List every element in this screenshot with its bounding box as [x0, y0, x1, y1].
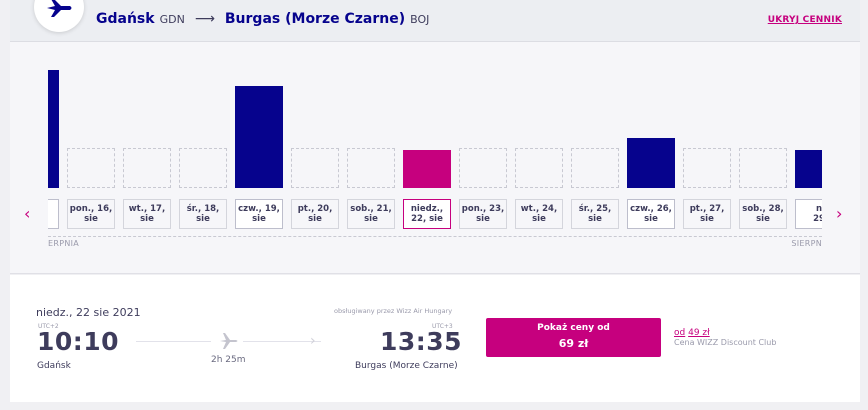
calendar-day-button[interactable]: pt., 20, sie	[291, 199, 339, 229]
calendar-day-label: pt., 20,	[297, 204, 333, 214]
price-bar-empty[interactable]	[123, 148, 171, 188]
calendar-day-label: wt., 24,	[520, 204, 558, 214]
price-bar-empty[interactable]	[347, 148, 395, 188]
origin-city: Gdańsk	[96, 11, 155, 27]
price-bar[interactable]	[795, 150, 822, 188]
departure-city: Gdańsk	[37, 361, 71, 371]
arrival-timezone: UTC+3	[432, 323, 453, 330]
plane-icon	[220, 333, 238, 349]
route-line-right	[243, 341, 321, 342]
calendar-day-label: śr., 18,	[186, 204, 220, 214]
discount-club-price[interactable]: od 49 zł	[674, 328, 710, 338]
price-bar-selected[interactable]	[403, 150, 451, 188]
destination-city: Burgas (Morze Czarne)	[224, 11, 406, 27]
calendar-day-label: n	[815, 204, 822, 214]
flight-date: niedz., 22 sie 2021	[36, 306, 141, 319]
arrival-time: 13:35	[380, 327, 463, 356]
calendar-day-label: wt., 17,	[128, 204, 166, 214]
calendar-prev-arrow-icon[interactable]: ‹	[24, 204, 31, 223]
price-bar-empty[interactable]	[179, 148, 227, 188]
calendar-day-button[interactable]: pt., 27, sie	[683, 199, 731, 229]
calendar-day-button[interactable]: wt., 24, sie	[515, 199, 563, 229]
discount-club-amount: 49 zł	[688, 328, 710, 338]
show-prices-value: 69 zł	[558, 337, 589, 350]
plane-logo-icon	[47, 0, 72, 17]
calendar-next-arrow-icon[interactable]: ›	[836, 204, 843, 223]
origin-code: GDN	[159, 12, 185, 26]
calendar-day-button[interactable]: wt., 17, sie	[123, 199, 171, 229]
route-line-left	[136, 341, 211, 342]
price-bar[interactable]	[48, 70, 59, 188]
calendar-day-label: czw., 26,	[630, 204, 672, 214]
calendar-day-label: sie	[700, 214, 714, 224]
operator-text: obsługiwany przez Wizz Air Hungary	[334, 307, 453, 315]
price-bar-empty[interactable]	[67, 148, 115, 188]
hide-price-calendar-link[interactable]: UKRYJ CENNIK	[767, 15, 842, 25]
calendar-day-label: sie	[364, 214, 378, 224]
route-chevron-icon: ›	[310, 333, 316, 349]
route-header: Gdańsk GDN ⟶ Burgas (Morze Czarne) BOJ U…	[10, 0, 860, 42]
calendar-day-label: pon., 23,	[461, 204, 505, 214]
calendar-day-button[interactable]: sob., 28, sie	[739, 199, 787, 229]
calendar-day-label: ź.	[48, 204, 58, 214]
departure-timezone: UTC+2	[38, 323, 59, 330]
discount-club-name: Cena WIZZ Discount Club	[674, 338, 777, 347]
calendar-day-label: 22, sie	[411, 214, 443, 224]
month-divider	[48, 236, 822, 237]
price-bar-empty[interactable]	[739, 148, 787, 188]
calendar-day-button[interactable]: ź.	[48, 199, 59, 229]
airline-logo	[34, 0, 84, 32]
calendar-day-label: sie	[588, 214, 602, 224]
calendar-day-label: pon., 16,	[69, 204, 113, 214]
price-bar-empty[interactable]	[459, 148, 507, 188]
calendar-day-button[interactable]: sob., 21, sie	[347, 199, 395, 229]
calendar-day-label: 29	[813, 214, 822, 224]
calendar-day-label: sob., 21,	[350, 204, 392, 214]
calendar-day-label: sob., 28,	[742, 204, 784, 214]
route-summary: Gdańsk GDN ⟶ Burgas (Morze Czarne) BOJ	[96, 11, 429, 27]
calendar-day-label: sie	[532, 214, 546, 224]
route-arrow-icon: ⟶	[194, 11, 215, 27]
calendar-day-label: sie	[252, 214, 266, 224]
calendar-day-label: sie	[140, 214, 154, 224]
calendar-day-label: sie	[196, 214, 210, 224]
calendar-day-label: czw., 19,	[238, 204, 280, 214]
calendar-day-label: sie	[476, 214, 490, 224]
discount-club-prefix: od	[674, 328, 686, 338]
price-bar-empty[interactable]	[291, 148, 339, 188]
month-label-right: SIERPN	[791, 239, 822, 248]
price-bar-empty[interactable]	[515, 148, 563, 188]
calendar-day-label: sie	[644, 214, 658, 224]
calendar-day-button[interactable]: pon., 23, sie	[459, 199, 507, 229]
calendar-day-label: śr., 25,	[578, 204, 612, 214]
calendar-day-label: sie	[756, 214, 770, 224]
calendar-day-label: sie	[308, 214, 322, 224]
price-bar[interactable]	[235, 86, 283, 188]
calendar-day-button[interactable]: czw., 26, sie	[627, 199, 675, 229]
price-bar-empty[interactable]	[683, 148, 731, 188]
calendar-day-button[interactable]: n 29	[795, 199, 822, 229]
show-prices-button[interactable]: Pokaż ceny od 69 zł	[486, 318, 661, 357]
arrival-city: Burgas (Morze Czarne)	[355, 361, 458, 371]
month-label-left: ERPNIA	[48, 239, 80, 248]
flight-card: niedz., 22 sie 2021 UTC+2 10:10 Gdańsk ›…	[10, 275, 860, 402]
price-bar[interactable]	[627, 138, 675, 188]
calendar-day-label: pt., 27,	[689, 204, 725, 214]
calendar-day-button[interactable]: śr., 18, sie	[179, 199, 227, 229]
show-prices-label: Pokaż ceny od	[537, 323, 610, 333]
calendar-day-button[interactable]: czw., 19, sie	[235, 199, 283, 229]
calendar-day-label: sie	[84, 214, 98, 224]
price-bar-empty[interactable]	[571, 148, 619, 188]
calendar-day-label: niedz.,	[410, 204, 444, 214]
calendar-day-button[interactable]: śr., 25, sie	[571, 199, 619, 229]
calendar-day-button[interactable]: niedz., 22, sie	[403, 199, 451, 229]
departure-time: 10:10	[37, 327, 120, 356]
calendar-day-button[interactable]: pon., 16, sie	[67, 199, 115, 229]
flight-duration: 2h 25m	[211, 355, 246, 365]
destination-code: BOJ	[410, 12, 430, 26]
